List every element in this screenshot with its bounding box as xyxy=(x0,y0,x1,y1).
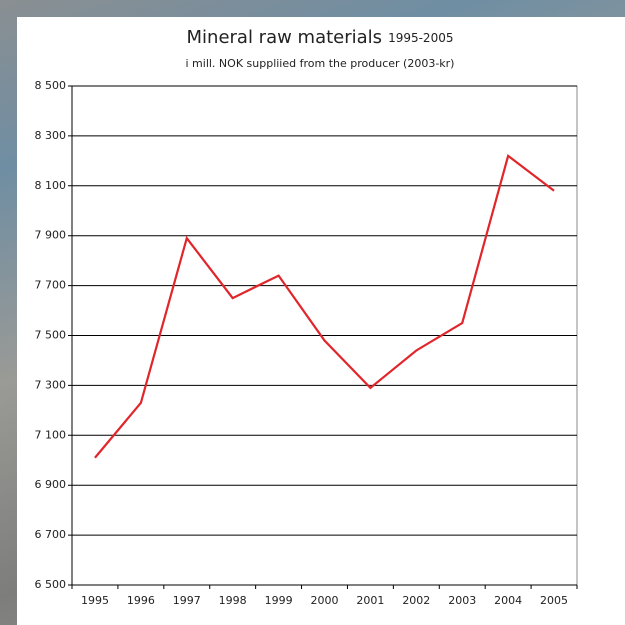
chart-title-period: 1995-2005 xyxy=(388,31,453,45)
y-tick-label: 7 300 xyxy=(35,378,67,391)
y-tick-label: 6 900 xyxy=(35,478,67,491)
x-tick-label: 2001 xyxy=(356,594,384,607)
y-tick-label: 7 700 xyxy=(35,279,67,292)
chart-subtitle: i mill. NOK suppliied from the producer … xyxy=(186,57,455,70)
x-tick-label: 2004 xyxy=(494,594,522,607)
x-tick-label: 2003 xyxy=(448,594,476,607)
x-tick-label: 1995 xyxy=(81,594,109,607)
x-tick-label: 1999 xyxy=(265,594,293,607)
x-tick-label: 1998 xyxy=(219,594,247,607)
x-tick-label: 2000 xyxy=(311,594,339,607)
y-tick-label: 7 100 xyxy=(35,428,67,441)
x-tick-label: 2002 xyxy=(402,594,430,607)
y-tick-label: 8 100 xyxy=(35,179,67,192)
y-tick-label: 6 700 xyxy=(35,528,67,541)
y-tick-label: 6 500 xyxy=(35,578,67,591)
x-tick-label: 1997 xyxy=(173,594,201,607)
y-tick-label: 7 500 xyxy=(35,329,67,342)
x-tick-label: 1996 xyxy=(127,594,155,607)
chart-title: Mineral raw materials xyxy=(187,27,383,48)
y-tick-label: 8 500 xyxy=(35,79,67,92)
chart-panel xyxy=(17,17,625,625)
y-tick-label: 7 900 xyxy=(35,229,67,242)
page: Mineral raw materials 1995-2005 i mill. N… xyxy=(0,0,625,625)
x-tick-label: 2005 xyxy=(540,594,568,607)
y-tick-label: 8 300 xyxy=(35,129,67,142)
chart: Mineral raw materials 1995-2005 i mill. N… xyxy=(0,0,625,625)
